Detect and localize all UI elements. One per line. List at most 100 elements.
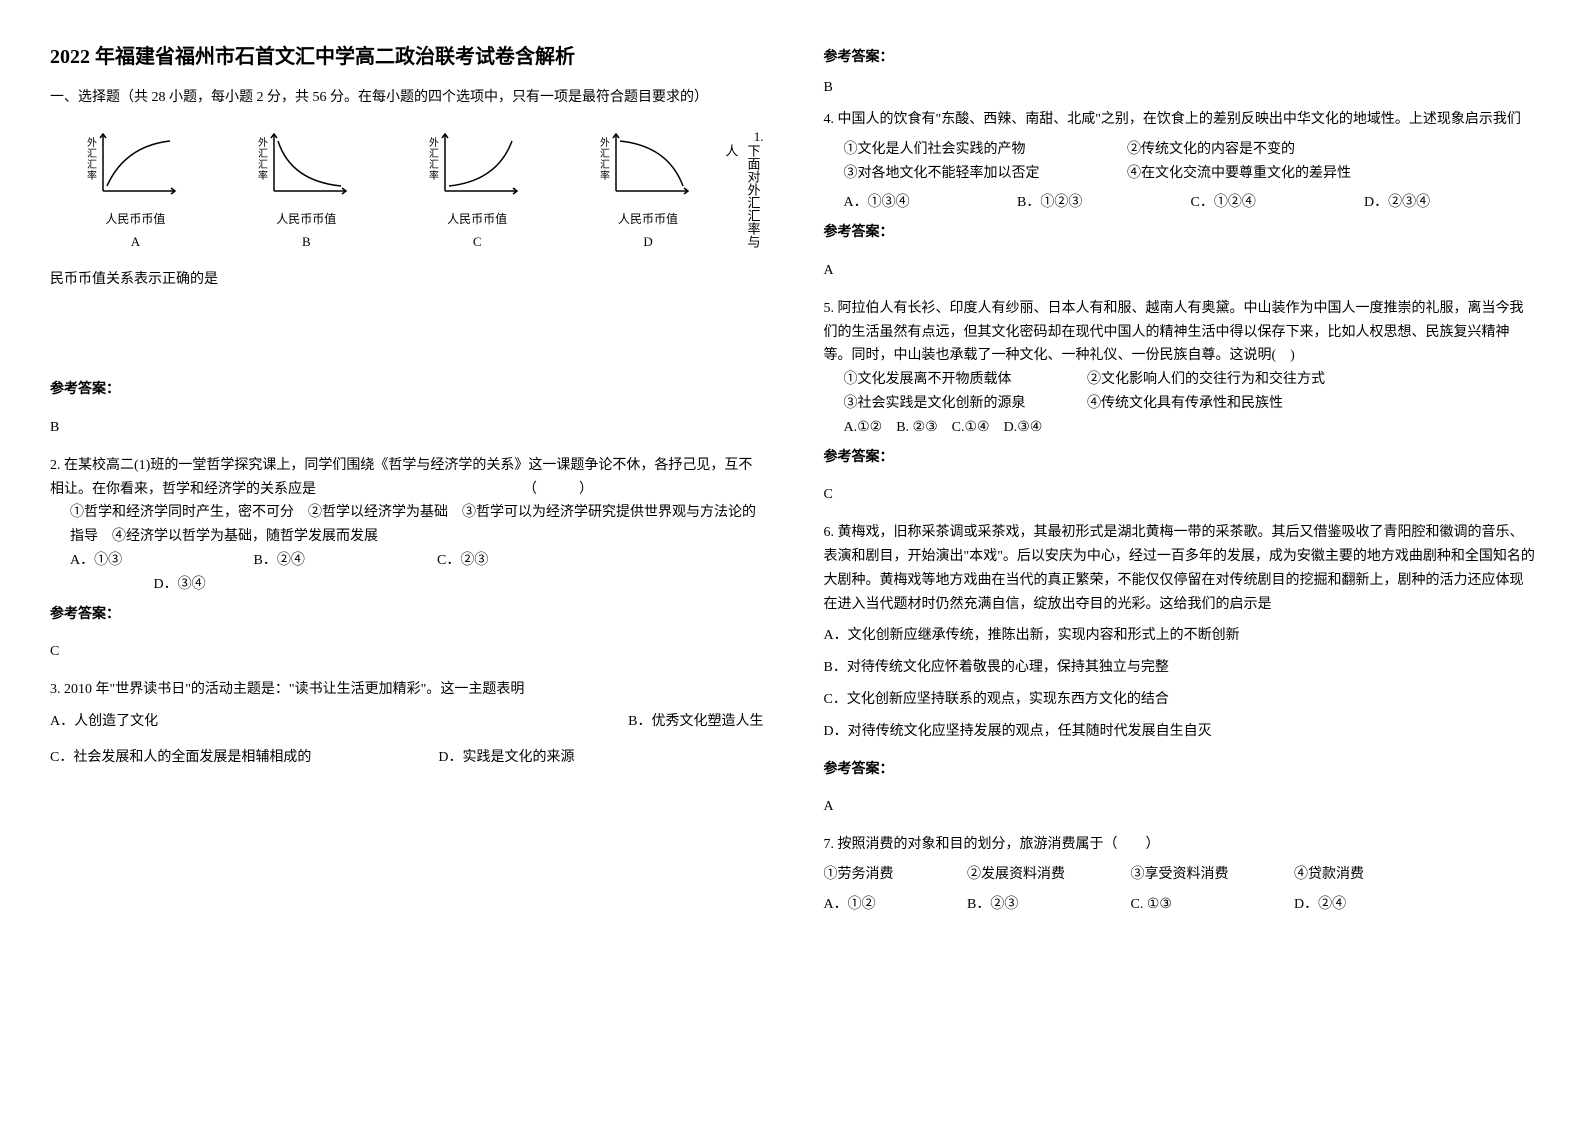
- q2-bracket: （ ）: [523, 482, 593, 497]
- q7-num: 7.: [824, 837, 835, 852]
- chart-b-xlabel: 人民币币值: [276, 209, 336, 229]
- q3-body: 2010 年"世界读书日"的活动主题是："读书让生活更加精彩"。这一主题表明: [64, 682, 524, 697]
- q1-answer: B: [50, 416, 764, 440]
- question-1: 1. 下面对外汇汇率与人 外 汇 汇 率: [50, 126, 764, 440]
- q3-opt-b: B．优秀文化塑造人生: [628, 710, 763, 734]
- q7-s2: ②发展资料消费: [967, 863, 1127, 887]
- q3-num: 3.: [50, 682, 61, 697]
- q7-s4: ④贷款消费: [1294, 867, 1364, 882]
- chart-d-letter: D: [643, 231, 652, 253]
- q5-s1: ①文化发展离不开物质载体: [844, 368, 1084, 392]
- q5-statements-row2: ③社会实践是文化创新的源泉 ④传统文化具有传承性和民族性: [824, 392, 1538, 416]
- q4-s2: ②传统文化的内容是不变的: [1127, 142, 1295, 157]
- question-7: 7. 按照消费的对象和目的划分，旅游消费属于（ ） ①劳务消费 ②发展资料消费 …: [824, 833, 1538, 916]
- svg-text:率: 率: [429, 169, 439, 182]
- q4-body: 中国人的饮食有"东酸、西辣、南甜、北咸"之别，在饮食上的差别反映出中华文化的地域…: [838, 112, 1521, 127]
- q5-statements-row1: ①文化发展离不开物质载体 ②文化影响人们的交往行为和交往方式: [824, 368, 1538, 392]
- q6-text: 6. 黄梅戏，旧称采茶调或采茶戏，其最初形式是湖北黄梅一带的采茶歌。其后又借鉴吸…: [824, 521, 1538, 616]
- document-title: 2022 年福建省福州市石首文汇中学高二政治联考试卷含解析: [50, 40, 764, 69]
- q3-opt-a: A．人创造了文化: [50, 714, 158, 729]
- chart-d-svg: 外 汇 汇 率: [598, 126, 698, 206]
- q4-s1: ①文化是人们社会实践的产物: [844, 138, 1124, 162]
- chart-c-svg: 外 汇 汇 率: [427, 126, 527, 206]
- q4-text: 4. 中国人的饮食有"东酸、西辣、南甜、北咸"之别，在饮食上的差别反映出中华文化…: [824, 108, 1538, 132]
- svg-text:率: 率: [87, 169, 97, 182]
- q7-body: 按照消费的对象和目的划分，旅游消费属于（ ）: [838, 837, 1160, 852]
- chart-c-xlabel: 人民币币值: [447, 209, 507, 229]
- charts-row: 外 汇 汇 率 人民币币值 A 外: [50, 126, 764, 253]
- q1-continuation: 民币币值关系表示正确的是: [50, 268, 764, 292]
- q7-opt-d: D．②④: [1294, 897, 1346, 912]
- question-3: 3. 2010 年"世界读书日"的活动主题是："读书让生活更加精彩"。这一主题表…: [50, 678, 764, 769]
- q4-s4: ④在文化交流中要尊重文化的差异性: [1127, 166, 1351, 181]
- q4-options: A．①③④ B．①②③ C．①②④ D．②③④: [824, 191, 1538, 215]
- q5-answer-label: 参考答案：: [824, 446, 1538, 470]
- q6-answer: A: [824, 795, 1538, 819]
- q5-body: 阿拉伯人有长衫、印度人有纱丽、日本人有和服、越南人有奥黛。中山装作为中国人一度推…: [824, 301, 1524, 364]
- q1-right-text: 下面对外汇汇率与人: [719, 144, 763, 253]
- q3-opts-2: C．社会发展和人的全面发展是相辅相成的 D．实践是文化的来源: [50, 746, 764, 770]
- q5-s3: ③社会实践是文化创新的源泉: [844, 392, 1084, 416]
- q6-body: 黄梅戏，旧称采茶调或采茶戏，其最初形式是湖北黄梅一带的采茶歌。其后又借鉴吸收了青…: [824, 525, 1535, 611]
- q3-opt-c: C．社会发展和人的全面发展是相辅相成的: [50, 750, 311, 765]
- q4-opt-d: D．②③④: [1364, 195, 1430, 210]
- q7-opt-b: B．②③: [967, 893, 1127, 917]
- right-column: 参考答案： B 4. 中国人的饮食有"东酸、西辣、南甜、北咸"之别，在饮食上的差…: [824, 40, 1538, 931]
- q2-opt-b: B．②④: [254, 549, 434, 573]
- q6-num: 6.: [824, 525, 835, 540]
- q6-opt-a: A．文化创新应继承传统，推陈出新，实现内容和形式上的不断创新: [824, 624, 1538, 648]
- q2-answer: C: [50, 640, 764, 664]
- svg-text:汇: 汇: [87, 147, 97, 160]
- svg-text:汇: 汇: [258, 158, 268, 171]
- svg-text:外: 外: [600, 137, 610, 149]
- q7-statements: ①劳务消费 ②发展资料消费 ③享受资料消费 ④贷款消费: [824, 863, 1538, 887]
- q5-answer: C: [824, 483, 1538, 507]
- chart-a-letter: A: [131, 231, 140, 253]
- question-6: 6. 黄梅戏，旧称采茶调或采茶戏，其最初形式是湖北黄梅一带的采茶歌。其后又借鉴吸…: [824, 521, 1538, 819]
- chart-d-xlabel: 人民币币值: [618, 209, 678, 229]
- svg-text:率: 率: [600, 169, 610, 182]
- chart-a-xlabel: 人民币币值: [105, 209, 165, 229]
- q4-opt-c: C．①②④: [1191, 191, 1361, 215]
- svg-text:率: 率: [258, 169, 268, 182]
- section-header: 一、选择题（共 28 小题，每小题 2 分，共 56 分。在每小题的四个选项中，…: [50, 87, 764, 108]
- q2-opt-d: D．③④: [154, 577, 206, 592]
- q2-text: 2. 在某校高二(1)班的一堂哲学探究课上，同学们围绕《哲学与经济学的关系》这一…: [50, 454, 764, 502]
- chart-c-letter: C: [473, 231, 482, 253]
- q3-opts-1: A．人创造了文化 B．优秀文化塑造人生: [50, 710, 764, 734]
- q1-answer-label: 参考答案：: [50, 378, 764, 402]
- chart-b-letter: B: [302, 231, 311, 253]
- svg-text:汇: 汇: [429, 158, 439, 171]
- left-column: 2022 年福建省福州市石首文汇中学高二政治联考试卷含解析 一、选择题（共 28…: [50, 40, 764, 931]
- q7-opt-c: C. ①③: [1131, 893, 1291, 917]
- question-4: 4. 中国人的饮食有"东酸、西辣、南甜、北咸"之别，在饮食上的差别反映出中华文化…: [824, 108, 1538, 283]
- chart-b: 外 汇 汇 率 人民币币值 B: [256, 126, 356, 253]
- q5-s2: ②文化影响人们的交往行为和交往方式: [1087, 372, 1325, 387]
- svg-text:汇: 汇: [87, 158, 97, 171]
- q3-opt-d: D．实践是文化的来源: [438, 750, 574, 765]
- q4-statements-row1: ①文化是人们社会实践的产物 ②传统文化的内容是不变的: [824, 138, 1538, 162]
- q4-opt-b: B．①②③: [1017, 191, 1187, 215]
- svg-text:汇: 汇: [600, 158, 610, 171]
- q2-options-row1: A．①③ B．②④ C．②③: [50, 549, 764, 573]
- question-2: 2. 在某校高二(1)班的一堂哲学探究课上，同学们围绕《哲学与经济学的关系》这一…: [50, 454, 764, 664]
- chart-c: 外 汇 汇 率 人民币币值 C: [427, 126, 527, 253]
- svg-text:汇: 汇: [429, 147, 439, 160]
- q5-s4: ④传统文化具有传承性和民族性: [1087, 396, 1283, 411]
- q4-opt-a: A．①③④: [844, 191, 1014, 215]
- q6-opt-b: B．对待传统文化应怀着敬畏的心理，保持其独立与完整: [824, 656, 1538, 680]
- chart-a: 外 汇 汇 率 人民币币值 A: [85, 126, 185, 253]
- q7-opt-a: A．①②: [824, 893, 964, 917]
- q4-answer-label: 参考答案：: [824, 221, 1538, 245]
- q2-options-row2: D．③④: [50, 573, 764, 597]
- q5-num: 5.: [824, 301, 835, 316]
- chart-b-svg: 外 汇 汇 率: [256, 126, 356, 206]
- svg-text:外: 外: [258, 137, 268, 149]
- q6-answer-label: 参考答案：: [824, 758, 1538, 782]
- q3-text: 3. 2010 年"世界读书日"的活动主题是："读书让生活更加精彩"。这一主题表…: [50, 678, 764, 702]
- q2-statements: ①哲学和经济学同时产生，密不可分 ②哲学以经济学为基础 ③哲学可以为经济学研究提…: [50, 501, 764, 549]
- q2-num: 2.: [50, 458, 61, 473]
- q6-opt-d: D．对待传统文化应坚持发展的观点，任其随时代发展自生自灭: [824, 720, 1538, 744]
- q2-body: 在某校高二(1)班的一堂哲学探究课上，同学们围绕《哲学与经济学的关系》这一课题争…: [50, 458, 752, 497]
- chart-a-ylabel: 外: [87, 137, 97, 149]
